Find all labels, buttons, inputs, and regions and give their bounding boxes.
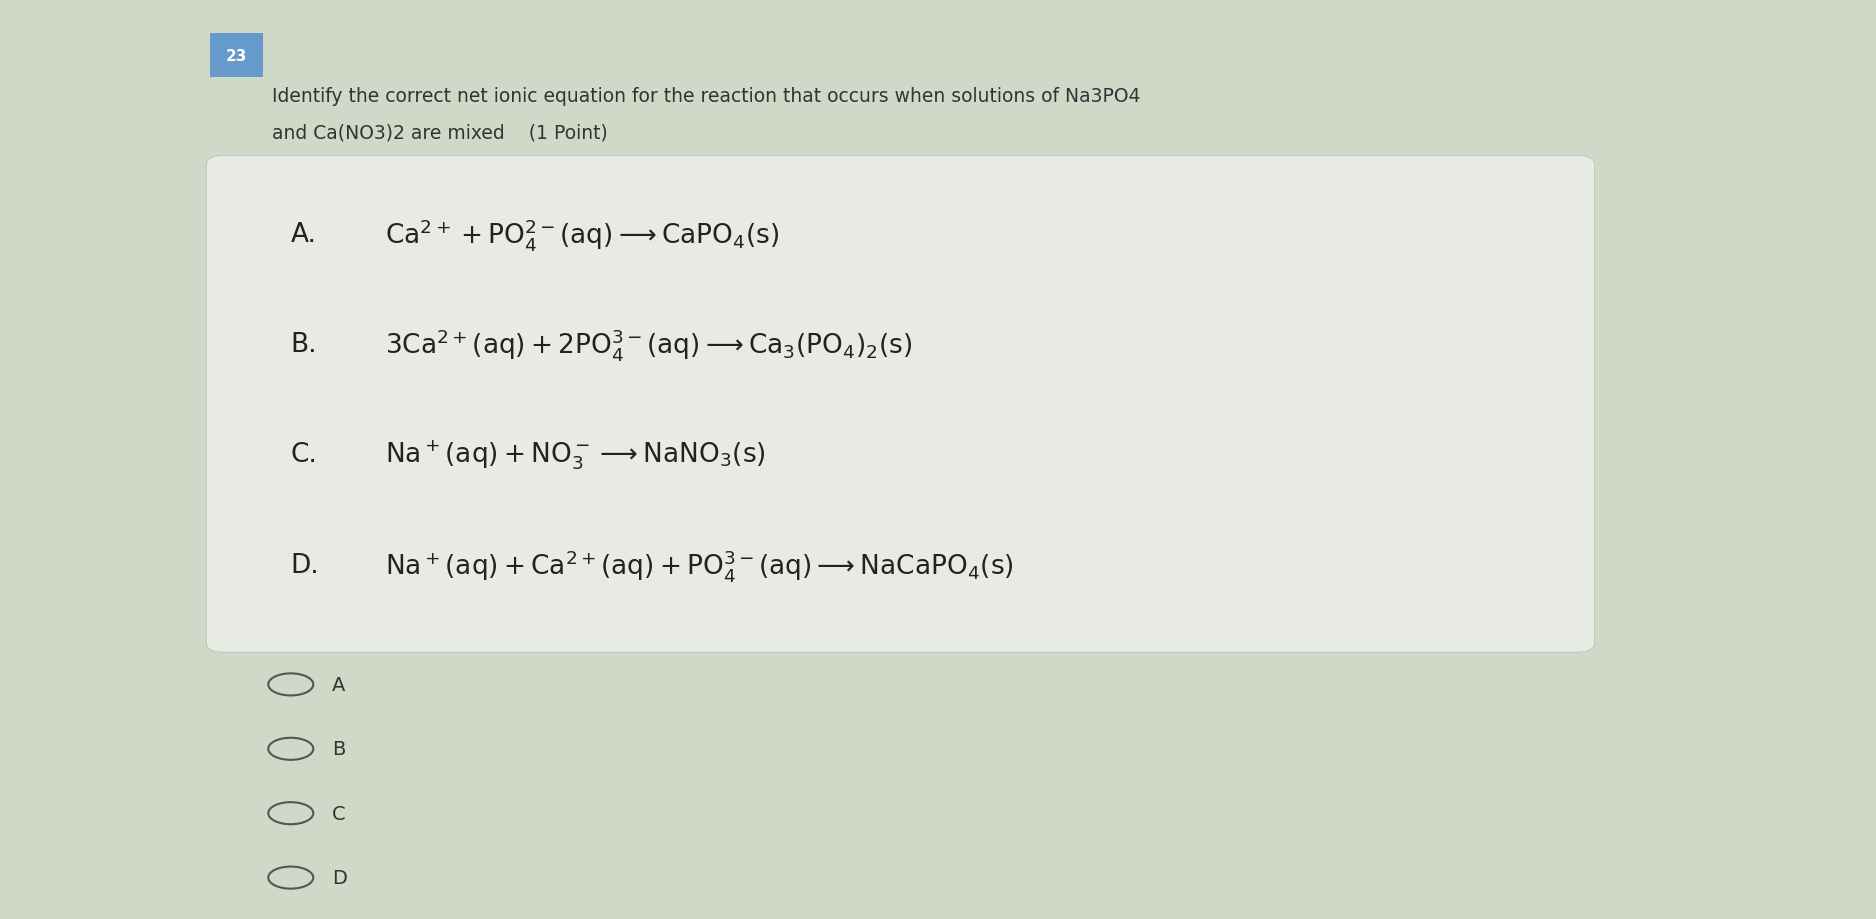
Text: and Ca(NO3)2 are mixed    (1 Point): and Ca(NO3)2 are mixed (1 Point) — [272, 124, 608, 142]
Text: D: D — [332, 868, 347, 887]
Text: A: A — [332, 675, 345, 694]
Text: $\mathrm{Ca^{2+} + PO_4^{2-}(aq) \longrightarrow CaPO_4(s)}$: $\mathrm{Ca^{2+} + PO_4^{2-}(aq) \longri… — [385, 216, 779, 253]
Text: Identify the correct net ionic equation for the reaction that occurs when soluti: Identify the correct net ionic equation … — [272, 87, 1141, 106]
Text: C.: C. — [291, 442, 317, 468]
Text: B: B — [332, 740, 345, 758]
FancyBboxPatch shape — [206, 156, 1595, 652]
Text: C: C — [332, 804, 345, 823]
Text: $\mathrm{3Ca^{2+}(aq) + 2PO_4^{3-}(aq) \longrightarrow Ca_3(PO_4)_2(s)}$: $\mathrm{3Ca^{2+}(aq) + 2PO_4^{3-}(aq) \… — [385, 326, 912, 363]
Text: 23: 23 — [225, 49, 248, 63]
Text: A.: A. — [291, 221, 317, 247]
Text: $\mathrm{Na^+(aq) + Ca^{2+}(aq) + PO_4^{3-}(aq) \longrightarrow NaCaPO_4(s)}$: $\mathrm{Na^+(aq) + Ca^{2+}(aq) + PO_4^{… — [385, 547, 1013, 584]
Text: $\mathrm{Na^+(aq) + NO_3^- \longrightarrow NaNO_3(s)}$: $\mathrm{Na^+(aq) + NO_3^- \longrightarr… — [385, 438, 765, 471]
Text: B.: B. — [291, 332, 317, 357]
FancyBboxPatch shape — [210, 34, 263, 78]
Text: D.: D. — [291, 552, 319, 578]
